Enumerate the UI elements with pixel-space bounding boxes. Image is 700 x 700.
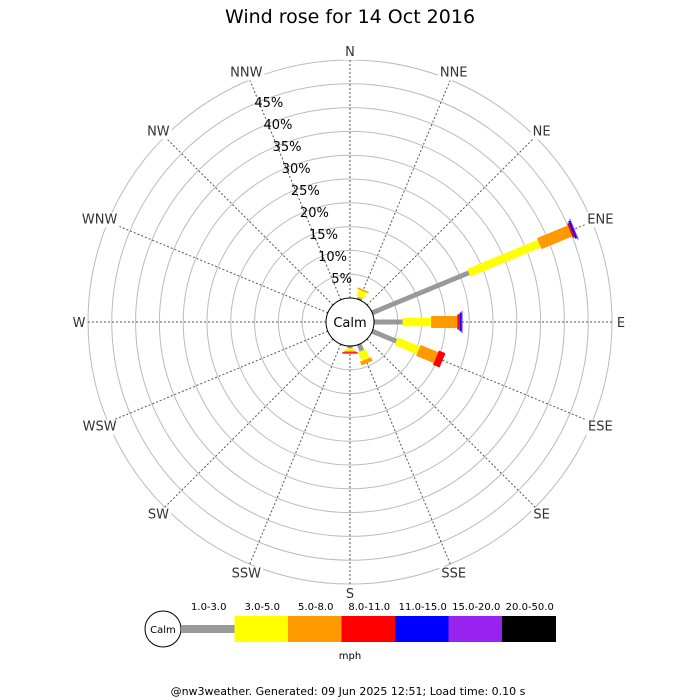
direction-label-wsw: WSW — [83, 420, 117, 435]
legend-swatch-3.0-5.0 — [234, 616, 289, 642]
direction-label-sw: SW — [148, 508, 169, 523]
legend-swatch-5.0-8.0 — [288, 616, 342, 642]
radial-tick-label: 30% — [282, 162, 311, 177]
bar-s-3.0-5.0 — [345, 348, 355, 351]
calm-circle-group: Calm — [325, 297, 375, 347]
bar-ene-5.0-8.0 — [537, 225, 573, 250]
bar-s-8.0-11.0 — [342, 352, 358, 354]
legend-swatch-1.0-3.0 — [181, 625, 235, 633]
radial-ring-20 — [230, 202, 470, 442]
bar-s-5.0-8.0 — [344, 350, 356, 353]
calm-circle — [325, 297, 375, 347]
legend-label-11.0-15.0: 11.0-15.0 — [399, 602, 447, 613]
direction-label-bg — [437, 65, 470, 81]
direction-label-n: N — [345, 45, 355, 60]
radial-tick-label: 15% — [309, 228, 338, 243]
legend-label-1.0-3.0: 1.0-3.0 — [191, 602, 226, 613]
radial-tick-labels: 5% 10% 15% 20% 25% 30% 35% 40% 45% — [254, 96, 352, 287]
direction-label-bg — [585, 212, 616, 228]
direction-label-ene: ENE — [587, 212, 613, 227]
direction-label-bg — [70, 316, 88, 331]
direction-label-bg — [343, 45, 357, 60]
radial-tick-label: 45% — [254, 96, 283, 111]
radial-ring-35 — [158, 130, 542, 514]
direction-label-bg — [229, 566, 264, 582]
radial-ring-30 — [182, 154, 518, 490]
radial-tick-label: 25% — [291, 184, 320, 199]
footer-text: @nw3weather. Generated: 09 Jun 2025 12:5… — [171, 685, 526, 698]
bar-nne-3.0-5.0 — [356, 289, 367, 300]
chart-title: Wind rose for 14 Oct 2016 — [225, 6, 475, 28]
legend-calm-label: Calm — [150, 625, 176, 636]
direction-label-w: W — [73, 316, 86, 331]
legend-units: mph — [339, 651, 361, 662]
radial-tick-label: 40% — [263, 118, 292, 133]
direction-label-bg — [79, 212, 120, 228]
bar-e-3.0-5.0 — [402, 317, 432, 327]
bar-ese-3.0-5.0 — [394, 337, 420, 355]
bar-e-15.0-20.0 — [461, 310, 463, 334]
bar-sse-3.0-5.0 — [358, 349, 370, 362]
direction-label-se: SE — [533, 508, 549, 523]
bar-e-11.0-15.0 — [459, 312, 462, 332]
direction-label-bg — [614, 316, 628, 331]
bar-e-5.0-8.0 — [431, 316, 458, 328]
direction-label-bg — [80, 419, 119, 435]
bar-ene-8.0-11.0 — [567, 223, 575, 238]
direction-label-bg — [530, 124, 553, 140]
legend-label-3.0-5.0: 3.0-5.0 — [245, 602, 280, 613]
direction-label-ese: ESE — [588, 420, 613, 435]
legend-label-5.0-8.0: 5.0-8.0 — [298, 602, 333, 613]
radial-tick-label: 10% — [318, 250, 347, 265]
radial-ring-25 — [206, 178, 494, 466]
direction-label-sse: SSE — [441, 566, 466, 581]
radial-ring-40 — [135, 107, 565, 537]
calm-label: Calm — [333, 316, 366, 331]
direction-label-nne: NNE — [440, 66, 468, 81]
legend-label-15.0-20.0: 15.0-20.0 — [452, 602, 500, 613]
direction-label-bg — [586, 419, 615, 435]
bar-sse-1.0-3.0 — [356, 343, 365, 352]
bar-sse-5.0-8.0 — [360, 357, 373, 366]
bar-ene-15.0-20.0 — [569, 218, 579, 240]
direction-label-ne: NE — [533, 124, 551, 139]
direction-label-bg — [145, 124, 172, 140]
direction-label-s: S — [346, 587, 354, 602]
legend-swatch-11.0-15.0 — [395, 616, 449, 642]
bar-s-1.0-3.0 — [347, 346, 353, 349]
bar-ene-11.0-15.0 — [568, 220, 578, 239]
bar-e-8.0-11.0 — [457, 314, 460, 330]
legend-swatch-20.0-50.0 — [502, 616, 556, 642]
direction-label-bg — [145, 507, 172, 523]
direction-label-wnw: WNW — [82, 212, 118, 227]
legend-label-8.0-11.0: 8.0-11.0 — [348, 602, 390, 613]
bar-e-1.0-3.0 — [374, 319, 403, 325]
direction-label-bg — [228, 65, 265, 81]
legend-label-20.0-50.0: 20.0-50.0 — [506, 602, 554, 613]
bar-ese-8.0-11.0 — [432, 350, 446, 368]
legend: Calm mph 1.0-3.0 3.0-5.0 5.0-8.0 8.0-11.0 11… — [144, 602, 556, 662]
radial-tick-label: 5% — [331, 272, 352, 287]
direction-labels: N NNE NE ENE E ESE SE SSE S SSW SW WSW W WNW NW NNW — [70, 45, 628, 602]
direction-label-nw: NW — [147, 124, 170, 139]
bar-nne-5.0-8.0 — [357, 287, 369, 294]
direction-label-nnw: NNW — [230, 66, 262, 81]
legend-swatch-8.0-11.0 — [341, 616, 396, 642]
direction-label-bg — [531, 507, 552, 523]
direction-label-e: E — [617, 316, 625, 331]
bar-ese-5.0-8.0 — [416, 344, 439, 364]
bar-ene-3.0-5.0 — [467, 239, 541, 277]
wind-bars — [342, 218, 579, 368]
radial-ring-45 — [111, 83, 589, 561]
direction-label-ssw: SSW — [232, 566, 262, 581]
bar-ene-1.0-3.0 — [371, 270, 470, 316]
legend-swatch-15.0-20.0 — [448, 616, 503, 642]
bar-nne-1.0-3.0 — [356, 296, 363, 301]
radial-tick-label: 35% — [273, 140, 302, 155]
direction-label-bg — [343, 587, 357, 602]
radial-tick-label: 20% — [300, 206, 329, 221]
direction-label-bg — [439, 566, 469, 582]
bar-ese-1.0-3.0 — [371, 328, 398, 344]
